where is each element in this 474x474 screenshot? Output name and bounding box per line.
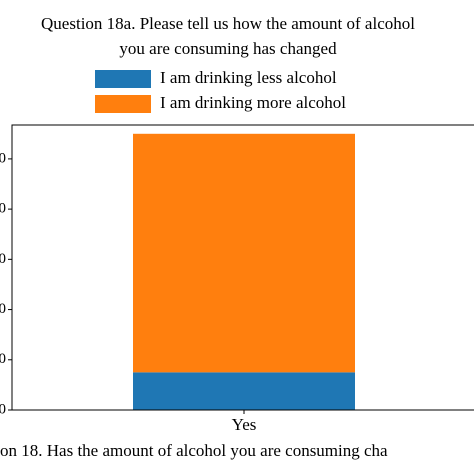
bar-segment <box>133 133 355 373</box>
y-tick-label: 60 <box>0 251 6 267</box>
legend-label: I am drinking more alcohol <box>160 93 346 112</box>
axes-frame <box>11 124 474 411</box>
legend-swatch <box>95 70 151 88</box>
y-tick-label: 80 <box>0 201 6 217</box>
y-tick-label: 40 <box>0 301 6 317</box>
legend-label: I am drinking less alcohol <box>160 68 337 87</box>
y-tick-label: 20 <box>0 351 6 367</box>
y-tick-label: 0 <box>0 401 6 417</box>
bar-segment <box>133 372 355 410</box>
chart-title: you are consuming has changed <box>119 39 337 58</box>
x-axis-label: on 18. Has the amount of alcohol you are… <box>0 441 388 460</box>
chart-title: Question 18a. Please tell us how the amo… <box>41 14 415 33</box>
legend-swatch <box>95 95 151 113</box>
x-tick-label: Yes <box>232 415 257 434</box>
y-tick-label: 100 <box>0 150 6 166</box>
